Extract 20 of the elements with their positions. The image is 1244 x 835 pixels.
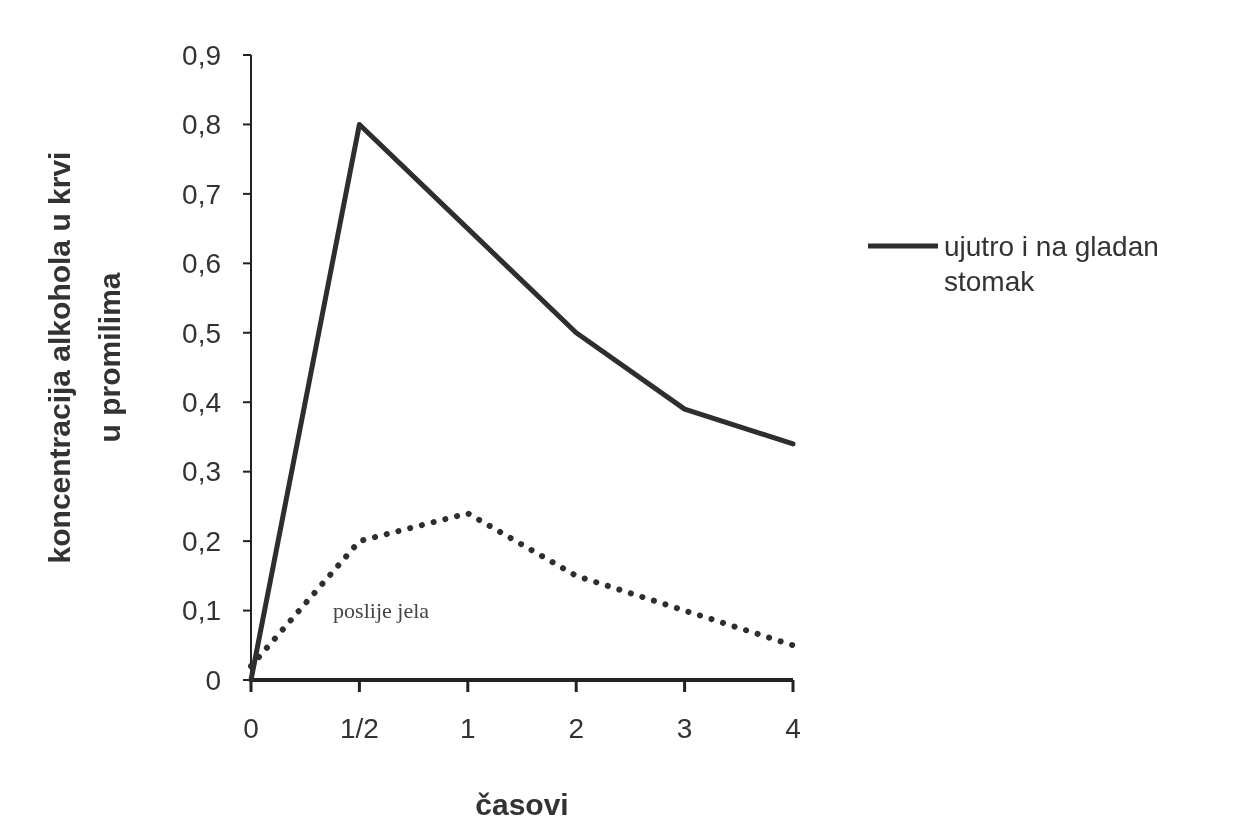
y-axis-title: koncentracija alkohola u krvi u promilima bbox=[43, 151, 126, 564]
x-axis-title: časovi bbox=[475, 788, 569, 821]
y-tick-label: 0 bbox=[205, 664, 221, 696]
x-tick-label: 4 bbox=[785, 713, 801, 744]
x-tick-label: 1 bbox=[460, 713, 476, 744]
y-tick-label: 0,7 bbox=[182, 178, 221, 210]
x-tick-label: 0 bbox=[243, 713, 259, 744]
y-tick-label: 0,5 bbox=[182, 317, 221, 349]
y-tick-label: 0,3 bbox=[182, 456, 221, 488]
y-tick-label: 0,1 bbox=[182, 595, 221, 627]
x-tick-label: 2 bbox=[568, 713, 584, 744]
x-tick-label: 1/2 bbox=[339, 713, 379, 744]
x-tick-label: 3 bbox=[676, 713, 693, 744]
y-tick-label: 0,6 bbox=[182, 248, 221, 280]
y-tick-label: 0,2 bbox=[182, 525, 221, 557]
y-tick-label: 0,4 bbox=[182, 387, 221, 419]
y-tick-label: 0,8 bbox=[182, 109, 221, 141]
legend-label: ujutro i na gladan stomak bbox=[944, 230, 1159, 297]
y-tick-label: 0,9 bbox=[182, 39, 221, 71]
annotation: poslije jela bbox=[333, 598, 430, 623]
